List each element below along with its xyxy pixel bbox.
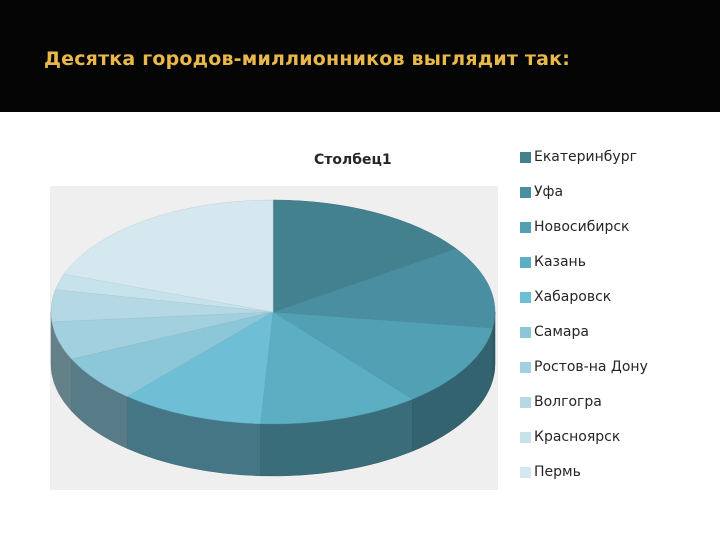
legend-label: Самара xyxy=(534,324,589,340)
title-bar: Десятка городов-миллионников выглядит та… xyxy=(0,0,720,112)
legend-label: Хабаровск xyxy=(534,289,612,305)
pie-slice-2 xyxy=(272,311,494,400)
legend-label: Красноярск xyxy=(534,429,621,445)
slide-title: Десятка городов-миллионников выглядит та… xyxy=(44,48,571,70)
legend-label: Екатеринбург xyxy=(534,149,637,165)
legend-swatch xyxy=(520,467,531,478)
pie-sides xyxy=(50,311,496,477)
legend-swatch xyxy=(520,222,531,233)
pie-slice-0 xyxy=(272,199,457,313)
pie-slice-9 xyxy=(63,199,274,313)
legend-label: Казань xyxy=(534,254,586,270)
legend-label: Пермь xyxy=(534,464,581,480)
legend-swatch xyxy=(520,327,531,338)
legend-swatch xyxy=(520,432,531,443)
legend-swatch xyxy=(520,152,531,163)
legend-label: Ростов-на Дону xyxy=(534,359,648,375)
legend-swatch xyxy=(520,257,531,268)
legend-swatch xyxy=(520,292,531,303)
legend-swatch xyxy=(520,187,531,198)
pie-slice-3 xyxy=(260,311,413,425)
pie-top xyxy=(50,199,496,425)
legend-label: Волгогра xyxy=(534,394,602,410)
pie-slice-4 xyxy=(126,311,274,425)
pie-slice-1 xyxy=(272,248,496,329)
legend-label: Уфа xyxy=(534,184,564,200)
legend-swatch xyxy=(520,362,531,373)
legend-label: Новосибирск xyxy=(534,219,630,235)
legend-swatch xyxy=(520,397,531,408)
chart-title: Столбец1 xyxy=(314,152,392,168)
